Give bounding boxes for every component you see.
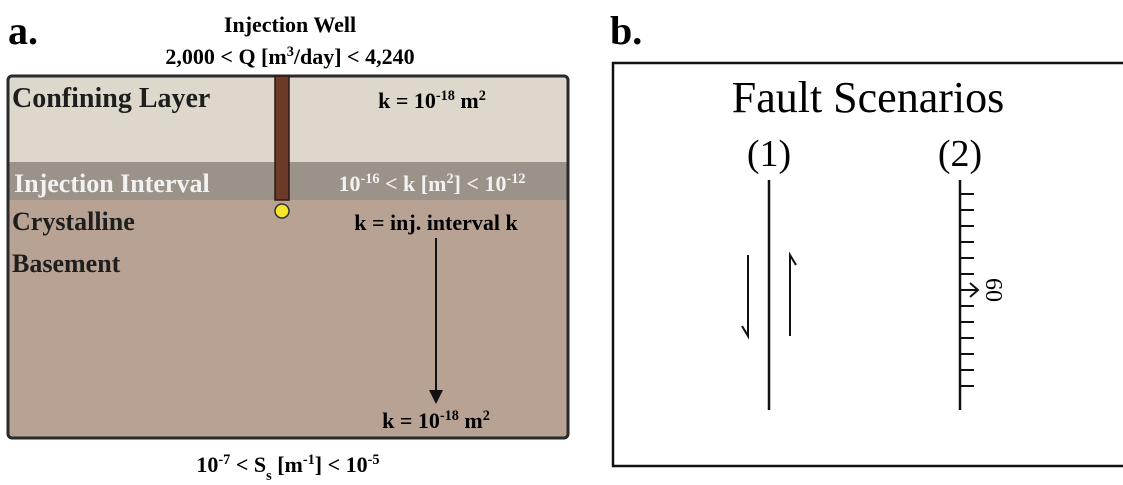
scenario-label: (1) — [747, 133, 791, 175]
text-run: k = inj. interval k — [354, 210, 518, 235]
text-run: < k [m — [380, 171, 447, 196]
well-title: Injection Well — [224, 12, 356, 37]
well-screen — [274, 203, 290, 219]
text-run: k = 10 — [378, 88, 436, 113]
panel-title: Fault Scenarios — [732, 73, 1005, 122]
text-run: 2,000 < Q [m — [165, 44, 286, 69]
layer-name: Confining Layer — [12, 83, 210, 114]
permeability-label: 10-16 < k [m2] < 10-12 — [338, 171, 525, 196]
permeability-label: k = 10-18 m2 — [378, 88, 486, 113]
layer-name: Injection Interval — [14, 169, 210, 198]
text-run: < S — [230, 452, 266, 477]
text-run: s — [266, 468, 272, 484]
slip-arrow — [741, 255, 749, 340]
text-run: -18 — [436, 88, 455, 104]
text-run: 10 — [196, 452, 218, 477]
depth-arrow-head — [429, 390, 443, 404]
well-bore — [274, 75, 290, 201]
text-run: 10 — [338, 171, 360, 196]
layer-name: Basement — [12, 249, 121, 278]
text-run: k = 10 — [382, 408, 440, 433]
text-run: -18 — [440, 408, 459, 424]
text-run: 2 — [483, 408, 490, 424]
panel-letter: a. — [8, 8, 38, 53]
scenario-label: (2) — [938, 133, 982, 175]
text-run: ] < 10 — [454, 171, 507, 196]
text-run: -16 — [360, 171, 379, 187]
panel-letter: b. — [610, 8, 642, 53]
permeability-label: k = 10-18 m2 — [382, 408, 490, 433]
panel-b-frame — [611, 61, 1123, 468]
layer-name: Crystalline — [12, 207, 135, 236]
text-run: /day] < 4,240 — [293, 44, 415, 69]
rate-label: 2,000 < Q [m3/day] < 4,240 — [165, 44, 414, 69]
text-run: -7 — [218, 452, 230, 468]
text-run: m — [455, 88, 479, 113]
slip-arrow — [789, 251, 797, 336]
text-run: [m — [272, 452, 303, 477]
text-run: m — [459, 408, 483, 433]
text-run: 3 — [287, 44, 294, 60]
text-run: 2 — [446, 171, 453, 187]
text-run: -1 — [303, 452, 315, 468]
storage-label: 10-7 < Ss [m-1] < 10-5 — [196, 452, 379, 484]
text-run: 2 — [479, 88, 486, 104]
text-run: -12 — [506, 171, 525, 187]
dip-label: 60 — [980, 278, 1006, 302]
text-run: ] < 10 — [315, 452, 368, 477]
permeability-label: k = inj. interval k — [354, 210, 518, 235]
normal-fault — [958, 180, 980, 410]
text-run: -5 — [368, 452, 380, 468]
